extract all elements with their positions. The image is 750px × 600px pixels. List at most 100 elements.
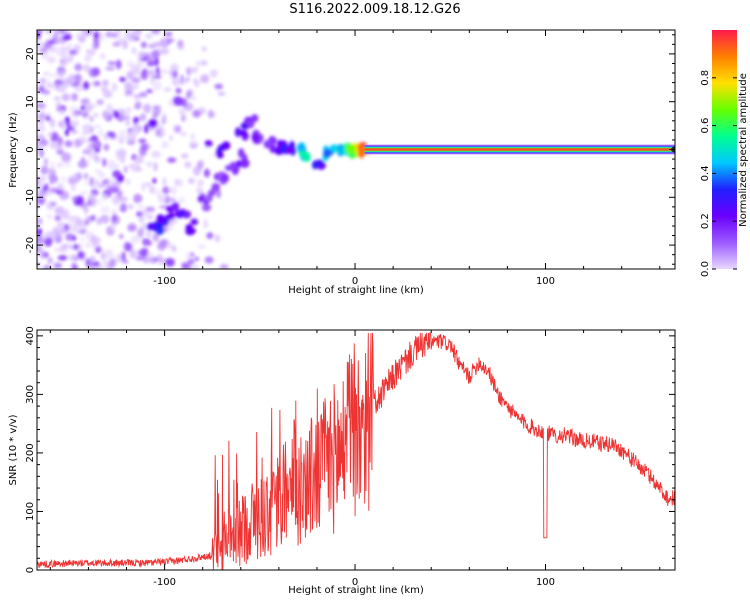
noise-cell bbox=[61, 93, 71, 102]
colorbar-tick-label: 0.4 bbox=[700, 165, 711, 181]
noise-cell bbox=[77, 243, 82, 251]
noise-cell bbox=[77, 251, 85, 259]
noise-cell bbox=[52, 84, 63, 91]
noise-cell bbox=[162, 111, 167, 122]
noise-cell bbox=[143, 123, 149, 134]
noise-cell bbox=[188, 177, 195, 184]
noise-cell bbox=[112, 169, 121, 179]
noise-cell bbox=[82, 64, 91, 72]
noise-cell bbox=[148, 256, 159, 264]
noise-cell bbox=[45, 115, 51, 122]
noise-cell bbox=[125, 178, 131, 185]
noise-cell bbox=[96, 198, 102, 206]
noise-cell bbox=[140, 41, 147, 49]
noise-cell bbox=[127, 163, 138, 169]
noise-cell bbox=[56, 149, 65, 155]
noise-cell bbox=[147, 61, 156, 66]
noise-cell bbox=[185, 77, 190, 82]
noise-cell bbox=[63, 33, 72, 41]
noise-cell bbox=[39, 249, 46, 259]
noise-cell bbox=[196, 60, 201, 67]
noise-cell bbox=[137, 59, 148, 68]
noise-cell bbox=[40, 78, 46, 83]
ridge-cell bbox=[212, 183, 220, 191]
ridge-cell bbox=[221, 141, 231, 150]
noise-cell bbox=[37, 30, 44, 33]
noise-cell bbox=[169, 188, 174, 193]
colorbar-tick-label: 0.2 bbox=[700, 213, 711, 229]
noise-cell bbox=[168, 64, 177, 70]
noise-cell bbox=[179, 74, 185, 85]
noise-cell bbox=[103, 188, 111, 195]
noise-cell bbox=[163, 87, 172, 92]
noise-cell bbox=[87, 49, 96, 56]
y-tick-label: 100 bbox=[25, 502, 36, 521]
colorbar-tick-label: 0.6 bbox=[700, 118, 711, 134]
noise-cell bbox=[89, 256, 96, 261]
noise-cell bbox=[70, 129, 78, 134]
noise-cell bbox=[179, 131, 187, 137]
colorbar-fill bbox=[712, 30, 737, 269]
noise-cell bbox=[168, 134, 174, 142]
noise-cell bbox=[161, 141, 169, 149]
noise-cell bbox=[148, 119, 158, 128]
noise-cell bbox=[92, 178, 100, 188]
noise-cell bbox=[111, 32, 118, 38]
noise-cell bbox=[112, 41, 121, 47]
x-tick-label: 0 bbox=[352, 276, 358, 287]
noise-cell bbox=[83, 112, 89, 122]
noise-cell bbox=[178, 45, 184, 50]
noise-cell bbox=[146, 161, 153, 167]
x-tick-label: -100 bbox=[153, 276, 176, 287]
noise-cell bbox=[123, 166, 128, 173]
noise-cell bbox=[47, 44, 56, 52]
noise-cell bbox=[126, 134, 135, 141]
colorbar-tick-label: 0.8 bbox=[700, 70, 711, 86]
noise-cell bbox=[107, 160, 116, 170]
noise-cell bbox=[81, 124, 91, 131]
noise-cell bbox=[134, 155, 144, 164]
noise-cell bbox=[72, 235, 77, 242]
noise-cell bbox=[155, 189, 161, 198]
noise-cell bbox=[164, 31, 173, 37]
noise-cell bbox=[37, 246, 40, 252]
noise-cell bbox=[113, 111, 120, 119]
ridge-cell bbox=[232, 166, 239, 175]
noise-cell bbox=[45, 38, 51, 46]
noise-cell bbox=[118, 136, 125, 144]
noise-cell bbox=[150, 30, 161, 35]
noise-cell bbox=[70, 181, 76, 192]
noise-cell bbox=[59, 50, 66, 59]
noise-cell bbox=[197, 159, 204, 169]
noise-cell bbox=[190, 96, 197, 101]
noise-cell bbox=[58, 45, 68, 52]
noise-cell bbox=[200, 60, 208, 66]
noise-cell bbox=[49, 117, 55, 127]
noise-cell bbox=[121, 251, 126, 262]
noise-cell bbox=[102, 110, 110, 120]
noise-cell bbox=[153, 42, 162, 47]
noise-cell bbox=[76, 195, 84, 206]
ridge-cell bbox=[284, 147, 295, 154]
noise-cell bbox=[144, 182, 152, 187]
noise-cell bbox=[100, 253, 107, 260]
noise-cell bbox=[133, 35, 140, 42]
noise-cell bbox=[167, 157, 177, 163]
noise-cell bbox=[131, 77, 141, 84]
band-stripe bbox=[364, 148, 675, 151]
noise-cell bbox=[203, 219, 209, 229]
noise-cell bbox=[137, 227, 145, 238]
noise-cell bbox=[85, 242, 91, 249]
noise-cell bbox=[56, 162, 64, 168]
noise-cell bbox=[134, 123, 143, 131]
noise-cell bbox=[141, 221, 147, 229]
noise-cell bbox=[153, 161, 158, 172]
noise-cell bbox=[47, 56, 56, 64]
noise-cell bbox=[71, 93, 78, 102]
noise-cell bbox=[90, 135, 99, 142]
noise-cell bbox=[61, 121, 67, 126]
noise-cell bbox=[91, 140, 97, 148]
noise-cell bbox=[201, 46, 207, 52]
noise-cell bbox=[54, 247, 64, 253]
noise-cell bbox=[105, 66, 116, 71]
